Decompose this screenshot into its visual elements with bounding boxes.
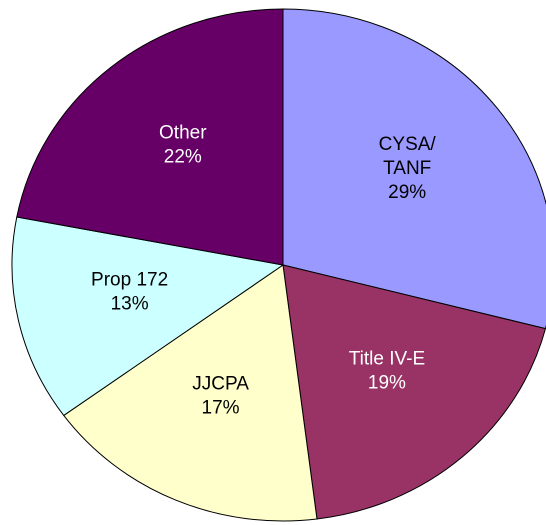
slice-value-label: 13% (111, 293, 149, 314)
pie-slice (11, 216, 285, 417)
pie-slice (16, 8, 284, 266)
slice-value-label: 17% (202, 397, 240, 418)
slice-label: Prop 172 (91, 269, 168, 290)
slice-label: JJCPA (192, 373, 249, 394)
pie-slice (282, 264, 546, 520)
slice-label: Other (159, 123, 207, 144)
slice-value-label: 19% (368, 372, 406, 393)
pie-slice (63, 264, 318, 522)
slice-label: CYSA/TANF (379, 134, 437, 179)
slice-value-label: 29% (388, 182, 426, 203)
slice-value-label: 22% (164, 147, 202, 168)
pie-slice (282, 8, 546, 330)
slice-label: Title IV-E (349, 348, 425, 369)
